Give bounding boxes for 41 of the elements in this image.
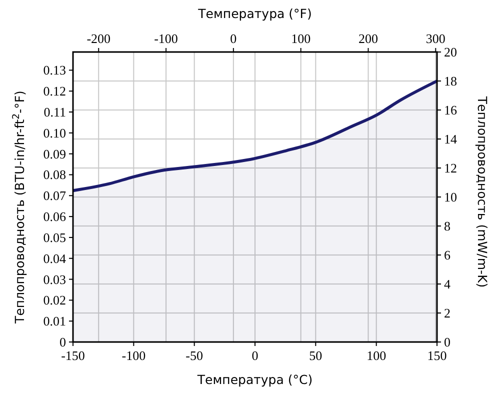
y2-tick-label: 8 xyxy=(444,218,450,234)
y-tick-label: 0 xyxy=(60,334,66,350)
x-tick-label: 0 xyxy=(252,348,258,363)
y-tick-label: 0.10 xyxy=(43,125,66,140)
y2-tick-label: 10 xyxy=(444,190,457,204)
x-tick-label: -100 xyxy=(122,348,146,363)
y2-axis-title: Теплопроводность (mW/m-K) xyxy=(475,95,490,288)
y-tick-label: 0.08 xyxy=(43,167,66,182)
x-axis-title: Температура (°C) xyxy=(196,372,313,387)
y-tick-label: 0.07 xyxy=(43,188,66,204)
x-tick-label: 150 xyxy=(427,348,447,363)
x2-tick-label: -200 xyxy=(86,31,111,46)
x-tick-label: -150 xyxy=(61,348,85,363)
y-tick-label: 0.11 xyxy=(44,104,66,120)
y-tick-label: 0.06 xyxy=(43,209,66,224)
x2-tick-label: 0 xyxy=(230,31,237,46)
x-tick-label: 50 xyxy=(309,348,322,363)
x2-tick-label: 200 xyxy=(358,31,378,46)
y2-tick-label: 20 xyxy=(444,44,457,60)
y-tick-label: 0.12 xyxy=(43,84,66,99)
y-tick-label: 0.09 xyxy=(43,146,66,162)
y-tick-label: 0.02 xyxy=(43,292,66,308)
x2-tick-label: 300 xyxy=(426,31,446,46)
y2-tick-label: 4 xyxy=(444,276,451,292)
x2-axis-title: Температура (°F) xyxy=(197,6,312,21)
y-tick-label: 0.05 xyxy=(43,230,66,245)
x-tick-label: 100 xyxy=(366,348,386,363)
x2-tick-label: -100 xyxy=(154,31,178,46)
y-tick-label: 0.04 xyxy=(43,250,66,266)
y2-tick-label: 16 xyxy=(444,102,458,118)
y2-tick-label: 14 xyxy=(444,132,458,146)
y2-tick-label: 18 xyxy=(444,74,457,88)
y-tick-label: 0.13 xyxy=(43,62,66,78)
y2-tick-label: 2 xyxy=(444,306,450,320)
x-tick-label: -50 xyxy=(186,348,204,363)
y-tick-label: 0.03 xyxy=(43,272,66,287)
y2-tick-label: 12 xyxy=(444,160,457,176)
y-tick-label: 0.01 xyxy=(43,314,66,329)
y2-tick-label: 6 xyxy=(444,248,451,262)
y2-tick-label: 0 xyxy=(444,334,450,350)
x2-tick-label: 100 xyxy=(291,31,311,46)
